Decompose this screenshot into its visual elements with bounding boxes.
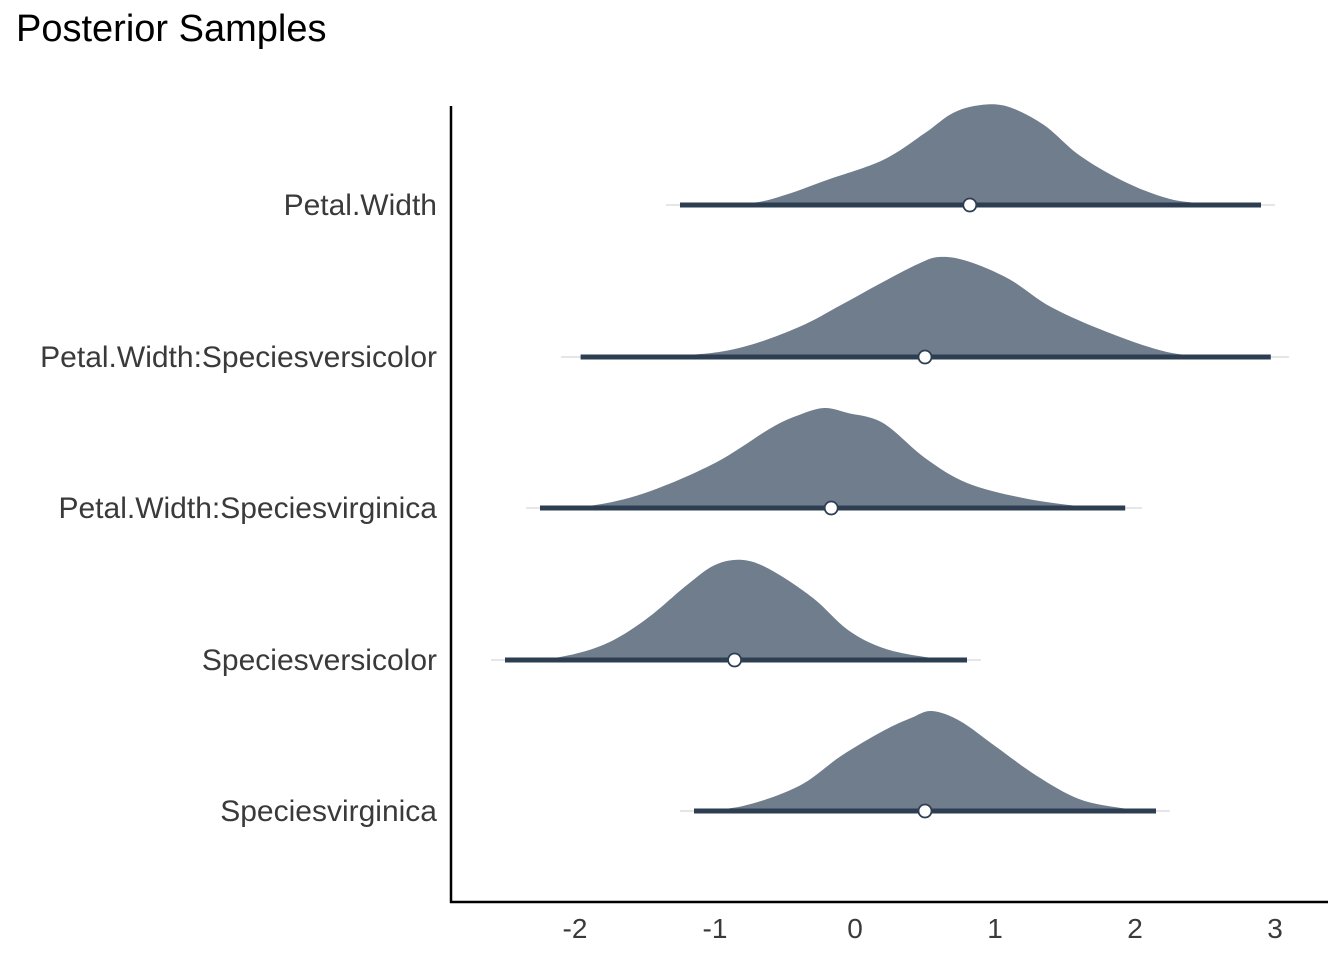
y-label-petal-width: Petal.Width: [284, 189, 437, 222]
density-petal-width-speciesvirginica: [540, 407, 1126, 508]
y-label-speciesversicolor: Speciesversicolor: [202, 644, 437, 677]
density-petal-width: [680, 104, 1261, 205]
density-layer: [505, 104, 1271, 811]
x-tick-label: 2: [1127, 913, 1143, 944]
y-label-petal-width-speciesvirginica: Petal.Width:Speciesvirginica: [58, 492, 437, 525]
x-tick-label: -1: [703, 913, 728, 944]
y-label-speciesvirginica: Speciesvirginica: [220, 795, 437, 828]
x-tick-label: 1: [987, 913, 1003, 944]
x-tick-label: -2: [563, 913, 588, 944]
y-label-petal-width-speciesversicolor: Petal.Width:Speciesversicolor: [40, 341, 437, 374]
median-point-petal-width: [962, 197, 978, 213]
density-speciesvirginica: [694, 710, 1156, 811]
median-point-speciesversicolor: [727, 652, 742, 668]
density-petal-width-speciesversicolor: [580, 256, 1271, 357]
density-speciesversicolor: [505, 559, 967, 660]
median-point-petal-width-speciesversicolor: [917, 349, 933, 365]
chart-title: Posterior Samples: [16, 8, 327, 50]
x-tick-label: 3: [1267, 913, 1283, 944]
median-point-petal-width-speciesvirginica: [823, 500, 839, 516]
x-tick-label: 0: [847, 913, 863, 944]
median-point-speciesvirginica: [917, 803, 933, 819]
x-axis-ticks: -2 -1 0 1 2 3: [563, 913, 1283, 944]
interval-layer: [491, 197, 1289, 819]
y-axis-labels: Petal.Width Petal.Width:Speciesversicolor…: [40, 189, 437, 828]
